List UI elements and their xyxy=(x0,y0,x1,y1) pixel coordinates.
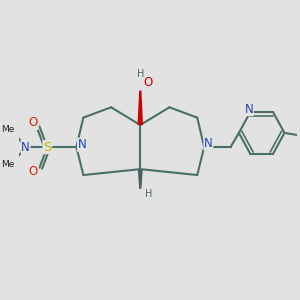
Text: O: O xyxy=(29,116,38,129)
Polygon shape xyxy=(138,169,143,189)
Text: Me: Me xyxy=(1,125,14,134)
Text: N: N xyxy=(244,103,253,116)
Text: H: H xyxy=(146,189,153,199)
Text: H: H xyxy=(137,69,145,79)
Text: Me: Me xyxy=(1,160,14,169)
Text: N: N xyxy=(204,137,213,150)
Text: S: S xyxy=(43,141,51,154)
Polygon shape xyxy=(137,91,143,125)
Text: O: O xyxy=(29,165,38,178)
Text: N: N xyxy=(21,141,30,154)
Text: O: O xyxy=(143,76,153,89)
Text: N: N xyxy=(78,138,86,151)
